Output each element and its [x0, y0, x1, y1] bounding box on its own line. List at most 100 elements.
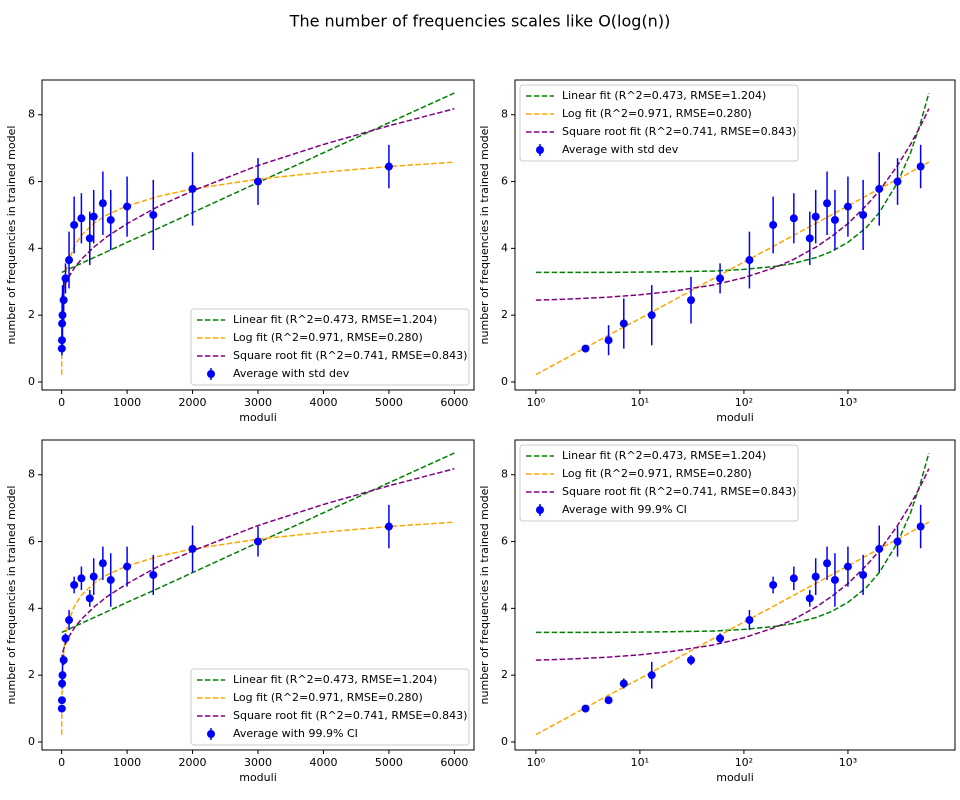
- y-tick-label: 0: [28, 735, 35, 748]
- data-point: [123, 202, 132, 211]
- data-point: [254, 177, 262, 186]
- x-axis-label: moduli: [239, 771, 277, 784]
- x-tick-label: 10⁰: [527, 396, 546, 409]
- y-tick-label: 6: [501, 535, 508, 548]
- data-point: [581, 344, 590, 353]
- figure-title: The number of frequencies scales like O(…: [289, 12, 671, 31]
- data-point: [384, 522, 393, 531]
- data-point: [859, 570, 868, 579]
- plot-frame: [514, 439, 956, 751]
- data-point: [149, 210, 158, 219]
- data-point: [98, 199, 107, 208]
- data-point: [647, 311, 656, 320]
- y-axis-label: number of frequencies in trained model: [478, 126, 491, 345]
- x-tick-label: 10¹: [631, 756, 649, 769]
- data-point: [716, 274, 725, 283]
- data-point: [805, 234, 814, 243]
- data-point: [811, 572, 820, 581]
- data-point: [830, 215, 839, 224]
- data-point: [823, 559, 832, 568]
- legend-label: Linear fit (R^2=0.473, RMSE=1.204): [562, 449, 766, 462]
- y-tick-label: 4: [501, 601, 508, 614]
- legend-label: Square root fit (R^2=0.741, RMSE=0.843): [233, 349, 467, 362]
- y-axis-label: number of frequencies in trained model: [478, 486, 491, 705]
- legend-label: Square root fit (R^2=0.741, RMSE=0.843): [233, 709, 467, 722]
- fit-line: [60, 521, 455, 735]
- data-point: [58, 311, 67, 320]
- data-point: [619, 679, 628, 688]
- data-point: [789, 574, 798, 583]
- data-point: [893, 177, 902, 186]
- data-point: [916, 162, 925, 171]
- x-axis-label: moduli: [716, 411, 754, 424]
- legend-label: Average with 99.9% CI: [233, 727, 358, 740]
- fit-line: [535, 452, 930, 634]
- data-point: [70, 220, 79, 229]
- data-point: [58, 671, 67, 680]
- legend-label: Log fit (R^2=0.971, RMSE=0.280): [562, 467, 752, 480]
- x-axis-label: moduli: [239, 411, 277, 424]
- x-tick-label: 10⁰: [527, 756, 546, 769]
- legend-label: Linear fit (R^2=0.473, RMSE=1.204): [233, 313, 437, 326]
- data-point: [61, 634, 70, 643]
- data-point: [106, 575, 115, 584]
- data-point: [687, 656, 696, 665]
- legend-label: Linear fit (R^2=0.473, RMSE=1.204): [562, 89, 766, 102]
- y-tick-label: 4: [28, 601, 35, 614]
- legend-box: [190, 668, 470, 746]
- data-point: [843, 202, 852, 211]
- y-tick-label: 8: [501, 468, 508, 481]
- legend-label: Square root fit (R^2=0.741, RMSE=0.843): [562, 125, 796, 138]
- y-tick-label: 2: [28, 668, 35, 681]
- legend-swatch: [536, 146, 544, 154]
- data-point: [77, 214, 86, 223]
- data-point: [647, 671, 656, 680]
- data-point: [70, 580, 79, 589]
- data-point: [89, 572, 98, 581]
- y-tick-label: 6: [28, 175, 35, 188]
- data-point: [188, 184, 197, 193]
- y-tick-label: 8: [28, 108, 35, 121]
- fit-line: [61, 92, 455, 274]
- x-tick-label: 5000: [375, 396, 403, 409]
- data-point: [875, 184, 884, 193]
- data-point: [604, 696, 613, 705]
- data-point: [59, 296, 68, 305]
- x-tick-label: 3000: [244, 396, 272, 409]
- y-tick-label: 4: [28, 241, 35, 254]
- data-point: [59, 656, 68, 665]
- data-point: [65, 616, 74, 625]
- fit-line: [60, 161, 455, 375]
- data-point: [57, 696, 66, 705]
- fit-line: [535, 161, 930, 376]
- x-tick-label: 1000: [113, 756, 141, 769]
- data-point: [769, 580, 778, 589]
- data-point: [893, 537, 902, 546]
- data-point: [106, 215, 115, 224]
- y-tick-label: 8: [501, 108, 508, 121]
- x-tick-label: 10²: [735, 396, 753, 409]
- data-point: [823, 199, 832, 208]
- y-tick-label: 4: [501, 241, 508, 254]
- x-tick-label: 2000: [179, 396, 207, 409]
- y-tick-label: 8: [28, 468, 35, 481]
- plot-frame: [514, 79, 956, 391]
- legend-label: Log fit (R^2=0.971, RMSE=0.280): [233, 331, 423, 344]
- data-point: [745, 256, 754, 265]
- legend-label: Average with std dev: [233, 367, 350, 380]
- data-point: [98, 559, 107, 568]
- data-point: [916, 522, 925, 531]
- legend-swatch: [207, 730, 215, 738]
- data-point: [859, 210, 868, 219]
- x-tick-label: 6000: [440, 396, 468, 409]
- data-point: [830, 575, 839, 584]
- y-tick-label: 6: [28, 535, 35, 548]
- data-point: [254, 537, 262, 546]
- y-axis-label: number of frequencies in trained model: [5, 126, 18, 345]
- data-point: [77, 574, 86, 583]
- legend-box: [519, 84, 799, 162]
- data-point: [619, 319, 628, 328]
- data-point: [89, 212, 98, 221]
- fit-line: [61, 452, 455, 634]
